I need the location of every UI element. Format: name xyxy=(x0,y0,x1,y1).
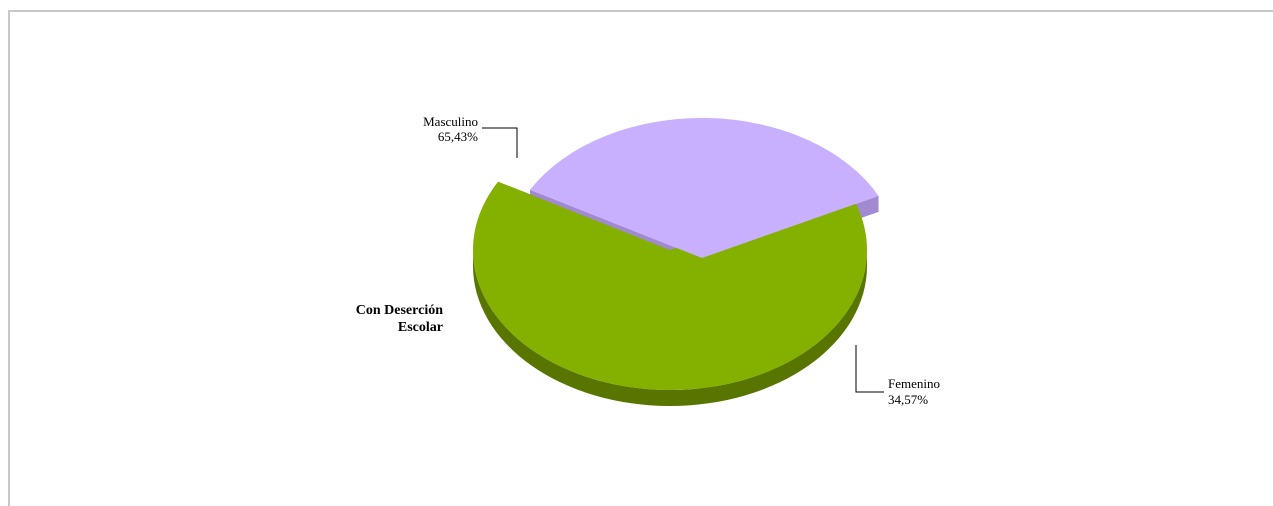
slice-value-femenino: 34,57% xyxy=(888,392,928,407)
slice-value-masculino: 65,43% xyxy=(438,129,478,144)
slice-label-femenino: Femenino xyxy=(888,376,940,391)
slice-femenino xyxy=(530,117,879,258)
series-label-line-2: Escolar xyxy=(398,320,443,335)
leader-line-masculino xyxy=(482,127,518,158)
slice-label-masculino: Masculino xyxy=(423,114,478,129)
leader-line-femenino xyxy=(855,345,884,393)
pie-slices xyxy=(473,117,879,406)
series-label-line-1: Con Deserción xyxy=(356,303,443,318)
